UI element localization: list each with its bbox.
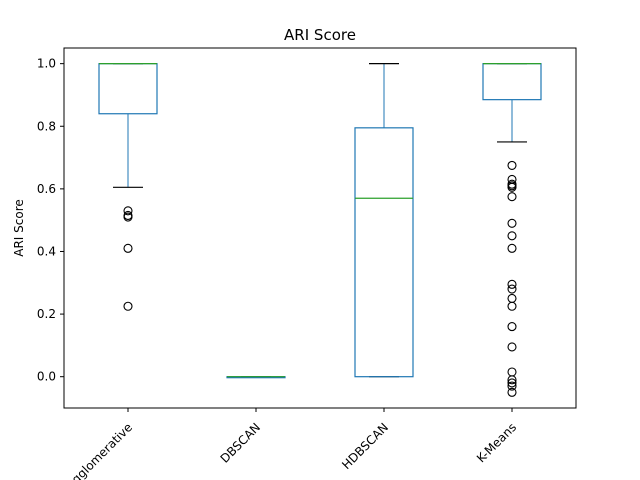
outlier-point: [507, 182, 517, 192]
box-group: [482, 63, 542, 397]
iqr-box: [482, 63, 542, 101]
iqr-box: [354, 127, 414, 378]
outlier-point: [507, 160, 517, 170]
outlier-point: [507, 284, 517, 294]
outlier-point: [507, 279, 517, 289]
y-tick-label: 0.0: [37, 370, 56, 384]
outlier-point: [507, 192, 517, 202]
outlier-point: [507, 218, 517, 228]
outlier-point: [507, 375, 517, 385]
plot-area: [63, 47, 577, 409]
x-axis: Agglomerative DBSCAN HDBSCAN K-Means: [63, 408, 519, 480]
outlier-point: [507, 367, 517, 377]
outlier-point: [507, 381, 517, 391]
outlier-point: [123, 206, 133, 216]
box-group: [98, 63, 158, 311]
x-tick-label: DBSCAN: [218, 420, 264, 466]
outlier-point: [507, 378, 517, 388]
outlier-point: [507, 301, 517, 311]
y-tick-label: 0.8: [37, 119, 56, 133]
outlier-point: [507, 293, 517, 303]
box-group: [226, 376, 286, 379]
y-axis-label: ARI Score: [12, 199, 26, 257]
outlier-point: [507, 342, 517, 352]
y-tick-label: 1.0: [37, 57, 56, 71]
outlier-point: [123, 212, 133, 222]
y-tick-label: 0.2: [37, 307, 56, 321]
x-tick-label: HDBSCAN: [339, 420, 391, 472]
box-group: [354, 63, 414, 378]
outlier-point: [507, 387, 517, 397]
box-series: [98, 63, 542, 397]
x-tick-label: Agglomerative: [63, 420, 135, 480]
outlier-point: [123, 243, 133, 253]
outlier-point: [123, 301, 133, 311]
outlier-point: [507, 231, 517, 241]
outlier-point: [507, 243, 517, 253]
y-tick-label: 0.6: [37, 182, 56, 196]
chart-title: ARI Score: [284, 26, 356, 44]
iqr-box: [98, 63, 158, 115]
y-tick-label: 0.4: [37, 244, 56, 258]
x-tick-label: K-Means: [474, 420, 519, 465]
outlier-point: [507, 322, 517, 332]
y-axis: 0.0 0.2 0.4 0.6 0.8 1.0: [37, 57, 64, 384]
